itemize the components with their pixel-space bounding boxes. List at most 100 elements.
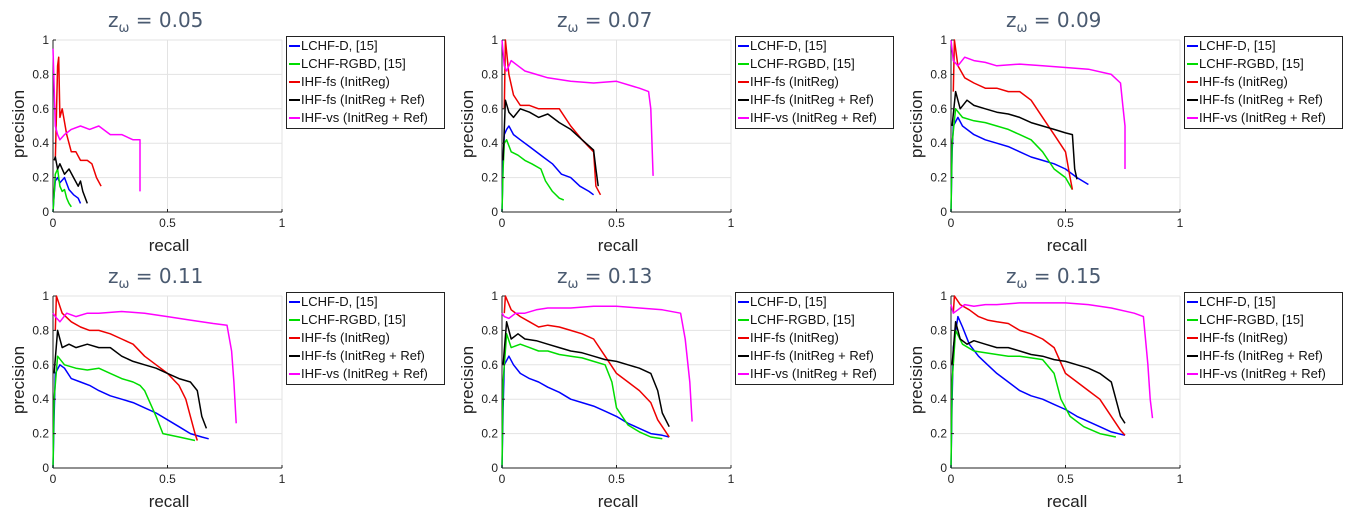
chart-plot: 0 0.2 0.4 0.6 0.8 1 0 0.5 1 recall precision	[9, 289, 286, 511]
legend-swatch	[289, 81, 300, 83]
chart-plot: 0 0.2 0.4 0.6 0.8 1 0 0.5 1 recall precision	[458, 33, 735, 255]
series-line	[950, 315, 1126, 469]
x-tick-label: 1	[279, 472, 286, 486]
legend-item: LCHF-D, [15]	[1187, 37, 1342, 55]
legend-swatch	[289, 45, 300, 47]
y-tick-label: 0.6	[930, 358, 947, 372]
x-axis-label: recall	[598, 236, 639, 255]
y-tick-label: 1	[42, 33, 49, 47]
x-axis-label: recall	[598, 492, 639, 511]
legend-item: IHF-vs (InitReg + Ref)	[738, 365, 893, 383]
legend: LCHF-D, [15] LCHF-RGBD, [15] IHF-fs (Ini…	[735, 36, 894, 129]
legend: LCHF-D, [15] LCHF-RGBD, [15] IHF-fs (Ini…	[1184, 292, 1343, 385]
chart-title: zω = 0.11	[108, 264, 204, 292]
legend-label: LCHF-D, [15]	[1199, 294, 1276, 309]
legend-swatch	[289, 319, 300, 321]
legend-swatch	[738, 319, 749, 321]
y-axis-label: precision	[9, 90, 28, 158]
legend-swatch	[1187, 117, 1198, 119]
legend: LCHF-D, [15] LCHF-RGBD, [15] IHF-fs (Ini…	[286, 36, 445, 129]
legend-label: LCHF-RGBD, [15]	[301, 56, 406, 71]
legend-swatch	[289, 355, 300, 357]
legend-label: LCHF-D, [15]	[301, 294, 378, 309]
legend-item: LCHF-RGBD, [15]	[1187, 311, 1342, 329]
legend-item: LCHF-RGBD, [15]	[289, 311, 444, 329]
legend-swatch	[1187, 319, 1198, 321]
legend-label: IHF-fs (InitReg)	[1199, 330, 1288, 345]
legend-swatch	[1187, 81, 1198, 83]
y-tick-label: 0.8	[930, 67, 947, 81]
legend-label: LCHF-RGBD, [15]	[750, 312, 855, 327]
series-line	[952, 39, 1074, 190]
series-line	[501, 139, 565, 213]
series-line	[950, 116, 1089, 213]
legend-swatch	[738, 81, 749, 83]
legend-item: IHF-fs (InitReg + Ref)	[738, 347, 893, 365]
series-line	[501, 355, 670, 469]
series-line	[502, 321, 670, 428]
chart-panel: zω = 0.15 0 0.2 0.4 0.6 0.8 1 0 0.5 1 recall pre…	[898, 256, 1347, 512]
y-tick-label: 0.4	[32, 392, 49, 406]
y-axis-label: precision	[458, 90, 477, 158]
chart-plot: 0 0.2 0.4 0.6 0.8 1 0 0.5 1 recall precision	[458, 289, 735, 511]
y-axis-label: precision	[907, 90, 926, 158]
x-tick-label: 0	[948, 216, 955, 230]
legend-swatch	[738, 63, 749, 65]
legend-label: LCHF-D, [15]	[750, 38, 827, 53]
y-tick-label: 0.6	[930, 102, 947, 116]
chart-title: zω = 0.09	[1006, 8, 1102, 36]
y-tick-label: 0.2	[481, 171, 498, 185]
x-tick-label: 0.5	[608, 216, 625, 230]
legend-swatch	[289, 117, 300, 119]
y-tick-label: 1	[940, 289, 947, 303]
y-tick-label: 1	[940, 33, 947, 47]
legend-item: IHF-fs (InitReg)	[289, 329, 444, 347]
legend-label: IHF-vs (InitReg + Ref)	[1199, 110, 1326, 125]
series-line	[53, 156, 89, 204]
y-tick-label: 0.2	[32, 427, 49, 441]
series-line	[52, 364, 209, 469]
y-tick-label: 0.4	[930, 392, 947, 406]
legend-label: IHF-fs (InitReg)	[1199, 74, 1288, 89]
series-line	[501, 305, 693, 422]
legend-item: IHF-vs (InitReg + Ref)	[289, 109, 444, 127]
y-tick-label: 0.2	[481, 427, 498, 441]
legend-label: LCHF-D, [15]	[301, 38, 378, 53]
x-tick-label: 0	[50, 216, 57, 230]
x-tick-label: 0	[499, 216, 506, 230]
legend-label: IHF-fs (InitReg + Ref)	[750, 348, 874, 363]
legend-item: IHF-fs (InitReg)	[738, 329, 893, 347]
x-tick-label: 0.5	[159, 216, 176, 230]
legend-swatch	[738, 337, 749, 339]
y-tick-label: 0	[491, 205, 498, 219]
y-tick-label: 0.4	[481, 136, 498, 150]
legend-item: IHF-fs (InitReg)	[289, 73, 444, 91]
series-line	[952, 295, 1126, 436]
y-tick-label: 0.2	[32, 171, 49, 185]
legend-label: IHF-fs (InitReg + Ref)	[750, 92, 874, 107]
y-tick-label: 0	[42, 205, 49, 219]
series-line	[501, 333, 663, 469]
series-line	[502, 99, 599, 187]
series-line	[951, 90, 1078, 180]
legend-swatch	[289, 373, 300, 375]
x-axis-label: recall	[1047, 236, 1088, 255]
legend-item: IHF-vs (InitReg + Ref)	[289, 365, 444, 383]
series-line	[501, 39, 654, 176]
legend-item: LCHF-D, [15]	[289, 37, 444, 55]
series-line	[950, 39, 1126, 169]
legend-item: LCHF-RGBD, [15]	[738, 311, 893, 329]
x-tick-label: 0	[948, 472, 955, 486]
legend-swatch	[738, 45, 749, 47]
series-line	[950, 302, 1154, 419]
series-line	[951, 321, 1126, 424]
legend-label: IHF-vs (InitReg + Ref)	[301, 366, 428, 381]
y-tick-label: 0.4	[930, 136, 947, 150]
y-tick-label: 0.8	[481, 323, 498, 337]
legend-item: LCHF-D, [15]	[1187, 293, 1342, 311]
legend: LCHF-D, [15] LCHF-RGBD, [15] IHF-fs (Ini…	[1184, 36, 1343, 129]
x-tick-label: 1	[1177, 472, 1184, 486]
x-tick-label: 1	[728, 216, 735, 230]
legend-swatch	[1187, 373, 1198, 375]
y-tick-label: 1	[491, 33, 498, 47]
